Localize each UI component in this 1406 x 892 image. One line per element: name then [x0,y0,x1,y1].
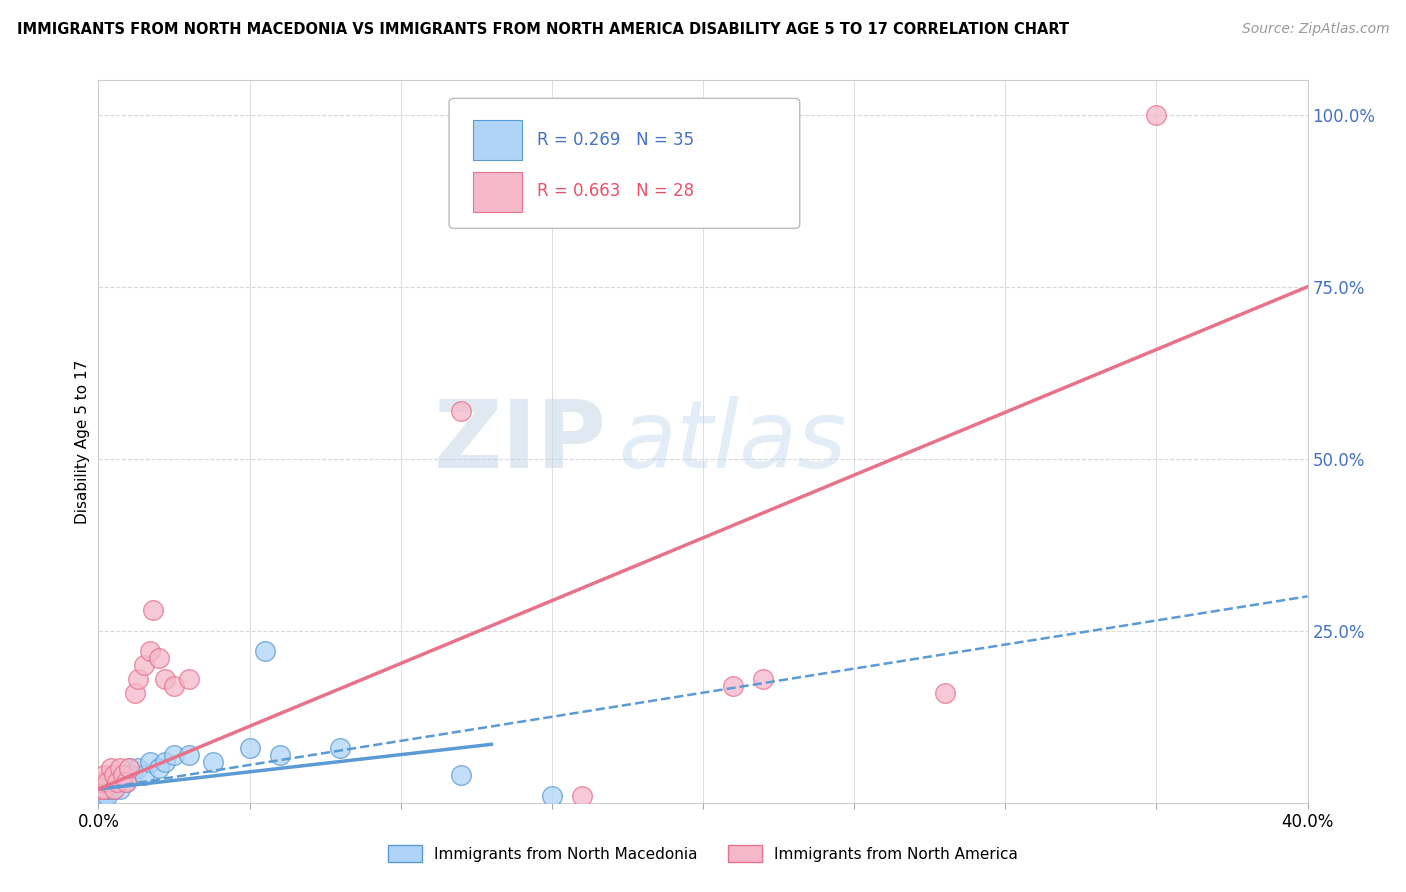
Y-axis label: Disability Age 5 to 17: Disability Age 5 to 17 [75,359,90,524]
Point [103,768,125,782]
Text: ZIP: ZIP [433,395,606,488]
Point [96,789,118,803]
Point [153,755,176,769]
FancyBboxPatch shape [449,98,800,228]
Point [90,782,112,797]
Point [148,651,170,665]
Point [111,768,134,782]
Point [202,755,225,769]
Point [127,672,149,686]
Point [163,747,186,762]
Point [93,782,115,797]
Text: Source: ZipAtlas.com: Source: ZipAtlas.com [1241,22,1389,37]
Point [571,789,593,803]
Point [103,782,125,797]
Point [934,686,956,700]
Point [111,768,134,782]
Point [269,747,291,762]
Point [132,658,155,673]
Point [179,747,201,762]
Point [105,768,128,782]
Point [108,761,131,775]
Point [108,782,131,797]
Point [1144,108,1167,122]
Point [114,775,136,789]
Point [100,761,122,775]
Point [100,782,122,797]
Point [142,603,165,617]
Point [90,775,112,789]
Point [723,679,745,693]
Point [100,775,122,789]
Point [96,782,118,797]
Point [121,768,143,782]
Point [163,679,186,693]
Point [450,768,472,782]
Point [148,761,170,775]
Point [118,761,141,775]
Point [93,775,115,789]
Point [96,775,118,789]
Point [239,740,262,755]
Text: R = 0.269   N = 35: R = 0.269 N = 35 [537,130,695,149]
Point [179,672,201,686]
Point [93,789,115,803]
Point [103,782,125,797]
Point [124,686,146,700]
Point [450,403,472,417]
Point [139,644,162,658]
Point [93,782,115,797]
Point [114,775,136,789]
Point [108,768,131,782]
Point [100,768,122,782]
Point [103,775,125,789]
Point [118,761,141,775]
Text: IMMIGRANTS FROM NORTH MACEDONIA VS IMMIGRANTS FROM NORTH AMERICA DISABILITY AGE : IMMIGRANTS FROM NORTH MACEDONIA VS IMMIG… [17,22,1069,37]
Text: R = 0.663   N = 28: R = 0.663 N = 28 [537,182,695,200]
Point [93,768,115,782]
Legend: Immigrants from North Macedonia, Immigrants from North America: Immigrants from North Macedonia, Immigra… [382,839,1024,868]
Point [127,761,149,775]
Point [105,775,128,789]
Point [90,789,112,803]
Text: atlas: atlas [619,396,846,487]
Point [90,782,112,797]
Point [105,775,128,789]
FancyBboxPatch shape [474,172,522,211]
FancyBboxPatch shape [474,120,522,160]
Point [139,755,162,769]
Point [96,775,118,789]
Point [132,768,155,782]
Point [540,789,562,803]
Point [329,740,352,755]
Point [752,672,775,686]
Point [153,672,176,686]
Point [253,644,276,658]
